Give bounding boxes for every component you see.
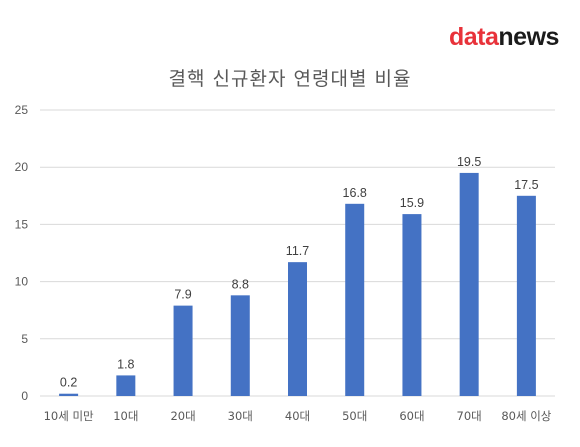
data-label: 7.9	[174, 288, 191, 302]
logo-part-news: news	[498, 23, 559, 51]
bar-4	[288, 262, 307, 396]
data-label: 19.5	[457, 155, 481, 169]
x-tick-label: 20대	[170, 409, 195, 423]
logo-part-data: data	[449, 23, 499, 51]
data-label: 8.8	[232, 277, 249, 291]
bar-3	[230, 295, 250, 396]
bar-7	[459, 172, 479, 396]
data-label: 17.5	[514, 178, 538, 192]
data-label: 16.8	[343, 186, 367, 200]
bar-8	[516, 195, 536, 396]
data-label: 0.2	[60, 376, 77, 390]
bar-1	[116, 375, 136, 396]
x-tick-label: 40대	[285, 409, 310, 423]
data-label: 1.8	[117, 357, 134, 371]
bar-2	[173, 305, 193, 396]
data-label: 11.7	[286, 244, 309, 258]
bar-6	[402, 214, 422, 396]
y-tick-label: 0	[21, 389, 28, 403]
x-tick-label: 70대	[457, 409, 482, 423]
data-label: 15.9	[400, 196, 424, 210]
chart-title: 결핵 신규환자 연령대별 비율	[168, 68, 412, 90]
x-tick-label: 50대	[342, 409, 367, 423]
x-tick-label: 30대	[228, 409, 253, 423]
x-tick-label: 60대	[399, 409, 424, 423]
x-tick-label: 10대	[113, 409, 138, 423]
y-tick-label: 10	[15, 275, 29, 289]
y-tick-label: 5	[21, 332, 28, 346]
bar-0	[59, 393, 79, 396]
bar-5	[345, 203, 365, 396]
x-tick-label: 80세 이상	[501, 409, 551, 423]
datanews-logo: datanews	[449, 22, 564, 52]
y-tick-label: 15	[15, 217, 29, 231]
y-tick-label: 20	[15, 160, 29, 174]
y-tick-label: 25	[15, 103, 29, 117]
x-tick-label: 10세 미만	[44, 409, 94, 423]
